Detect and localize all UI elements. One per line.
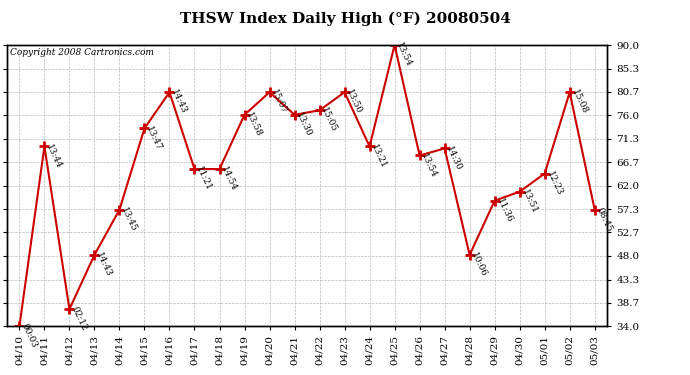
Text: 10:06: 10:06 [470, 251, 489, 279]
Text: 15:05: 15:05 [319, 106, 339, 134]
Text: 08:45: 08:45 [595, 206, 614, 233]
Text: 13:47: 13:47 [144, 124, 164, 152]
Text: 14:43: 14:43 [170, 88, 188, 116]
Text: 14:30: 14:30 [444, 145, 464, 172]
Text: 15:08: 15:08 [570, 88, 589, 116]
Text: 00:03: 00:03 [19, 322, 39, 350]
Text: 14:54: 14:54 [219, 165, 239, 193]
Text: 14:43: 14:43 [95, 251, 114, 278]
Text: 13:45: 13:45 [119, 206, 139, 233]
Text: 13:50: 13:50 [344, 88, 364, 116]
Text: 11:21: 11:21 [195, 165, 214, 192]
Text: 13:44: 13:44 [44, 142, 63, 170]
Text: Copyright 2008 Cartronics.com: Copyright 2008 Cartronics.com [10, 48, 154, 57]
Text: 15:07: 15:07 [270, 88, 288, 116]
Text: THSW Index Daily High (°F) 20080504: THSW Index Daily High (°F) 20080504 [179, 11, 511, 26]
Text: 13:58: 13:58 [244, 111, 264, 138]
Text: 12:23: 12:23 [544, 170, 564, 197]
Text: 13:54: 13:54 [395, 41, 414, 69]
Text: 02:12: 02:12 [70, 305, 88, 333]
Text: 13:21: 13:21 [370, 142, 388, 170]
Text: 13:30: 13:30 [295, 111, 313, 138]
Text: 13:54: 13:54 [420, 152, 439, 179]
Text: 13:51: 13:51 [520, 188, 539, 215]
Text: 11:36: 11:36 [495, 197, 514, 224]
